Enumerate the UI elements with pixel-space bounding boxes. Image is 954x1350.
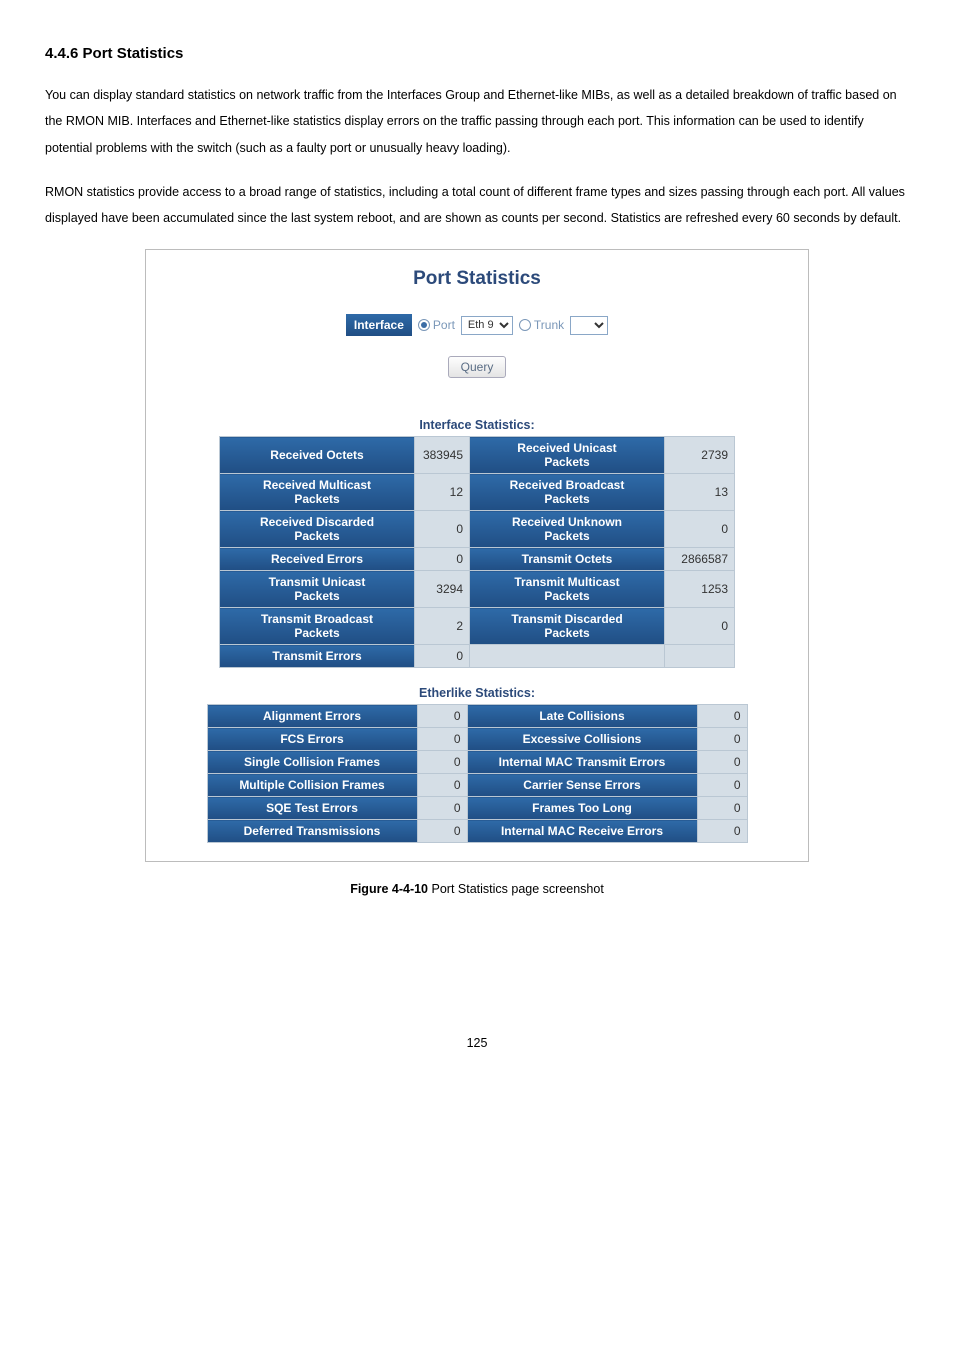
- port-radio[interactable]: Port: [418, 318, 455, 332]
- trunk-radio[interactable]: Trunk: [519, 318, 564, 332]
- stat-label-cell: Excessive Collisions: [467, 728, 697, 751]
- stat-label-cell: Transmit MulticastPackets: [470, 571, 665, 608]
- stat-value-cell: 0: [697, 728, 747, 751]
- stat-label-cell: Carrier Sense Errors: [467, 774, 697, 797]
- stat-value-cell: 0: [665, 511, 735, 548]
- stat-value-cell: 0: [417, 705, 467, 728]
- stat-value-cell: 3294: [415, 571, 470, 608]
- page-number: 125: [45, 1036, 909, 1050]
- section-heading: 4.4.6 Port Statistics: [45, 45, 909, 62]
- stat-label-cell: Received UnicastPackets: [470, 437, 665, 474]
- stat-label-cell: Received DiscardedPackets: [220, 511, 415, 548]
- interface-stats-heading: Interface Statistics:: [146, 418, 808, 432]
- stat-value-cell: 1253: [665, 571, 735, 608]
- stat-label-cell: FCS Errors: [207, 728, 417, 751]
- stat-value-cell: 2: [415, 608, 470, 645]
- stat-value-cell: 0: [417, 751, 467, 774]
- stat-label-cell: Transmit Errors: [220, 645, 415, 668]
- stat-value-cell: 383945: [415, 437, 470, 474]
- stat-value-cell: 0: [417, 774, 467, 797]
- stat-value-cell: 0: [417, 820, 467, 843]
- stat-value-cell: 0: [697, 820, 747, 843]
- stat-label-cell: Internal MAC Receive Errors: [467, 820, 697, 843]
- stat-label-cell: Received UnknownPackets: [470, 511, 665, 548]
- stat-label-cell: Alignment Errors: [207, 705, 417, 728]
- stat-label-cell: Transmit Octets: [470, 548, 665, 571]
- interface-stats-table: Received Octets383945Received UnicastPac…: [219, 436, 735, 668]
- stat-label-cell: SQE Test Errors: [207, 797, 417, 820]
- stat-value-cell: 0: [415, 511, 470, 548]
- trunk-radio-label: Trunk: [534, 318, 564, 332]
- stat-value-cell: 0: [665, 608, 735, 645]
- stat-value-cell: 2739: [665, 437, 735, 474]
- interface-label: Interface: [346, 314, 412, 336]
- caption-bold: Figure 4-4-10: [350, 882, 428, 896]
- figure-caption: Figure 4-4-10 Port Statistics page scree…: [45, 882, 909, 896]
- stat-label-cell: Deferred Transmissions: [207, 820, 417, 843]
- stat-label-cell: Single Collision Frames: [207, 751, 417, 774]
- interface-selector-row: Interface Port Eth 9 Trunk: [346, 314, 608, 336]
- stat-label-cell: Transmit DiscardedPackets: [470, 608, 665, 645]
- stat-label-cell: Late Collisions: [467, 705, 697, 728]
- stat-value-cell: 0: [415, 645, 470, 668]
- empty-cell: [665, 645, 735, 668]
- stat-label-cell: Received Errors: [220, 548, 415, 571]
- radio-unchecked-icon: [519, 319, 531, 331]
- stat-label-cell: Received BroadcastPackets: [470, 474, 665, 511]
- stat-label-cell: Received MulticastPackets: [220, 474, 415, 511]
- etherlike-stats-heading: Etherlike Statistics:: [146, 686, 808, 700]
- radio-checked-icon: [418, 319, 430, 331]
- stat-value-cell: 0: [697, 774, 747, 797]
- caption-rest: Port Statistics page screenshot: [428, 882, 604, 896]
- stat-value-cell: 0: [417, 728, 467, 751]
- stat-label-cell: Internal MAC Transmit Errors: [467, 751, 697, 774]
- stat-label-cell: Multiple Collision Frames: [207, 774, 417, 797]
- stat-label-cell: Received Octets: [220, 437, 415, 474]
- empty-cell: [470, 645, 665, 668]
- stat-label-cell: Transmit UnicastPackets: [220, 571, 415, 608]
- paragraph-1: You can display standard statistics on n…: [45, 82, 909, 161]
- trunk-select[interactable]: [570, 316, 608, 335]
- port-select[interactable]: Eth 9: [461, 316, 513, 335]
- query-button[interactable]: Query: [448, 356, 507, 378]
- screenshot-panel: Port Statistics Interface Port Eth 9 Tru…: [145, 249, 809, 862]
- stat-value-cell: 0: [697, 705, 747, 728]
- stat-value-cell: 0: [697, 751, 747, 774]
- stat-value-cell: 2866587: [665, 548, 735, 571]
- stat-label-cell: Frames Too Long: [467, 797, 697, 820]
- panel-title: Port Statistics: [146, 268, 808, 290]
- etherlike-stats-table: Alignment Errors0Late Collisions0FCS Err…: [207, 704, 748, 843]
- port-radio-label: Port: [433, 318, 455, 332]
- stat-label-cell: Transmit BroadcastPackets: [220, 608, 415, 645]
- stat-value-cell: 12: [415, 474, 470, 511]
- stat-value-cell: 0: [697, 797, 747, 820]
- stat-value-cell: 13: [665, 474, 735, 511]
- paragraph-2: RMON statistics provide access to a broa…: [45, 179, 909, 232]
- stat-value-cell: 0: [415, 548, 470, 571]
- stat-value-cell: 0: [417, 797, 467, 820]
